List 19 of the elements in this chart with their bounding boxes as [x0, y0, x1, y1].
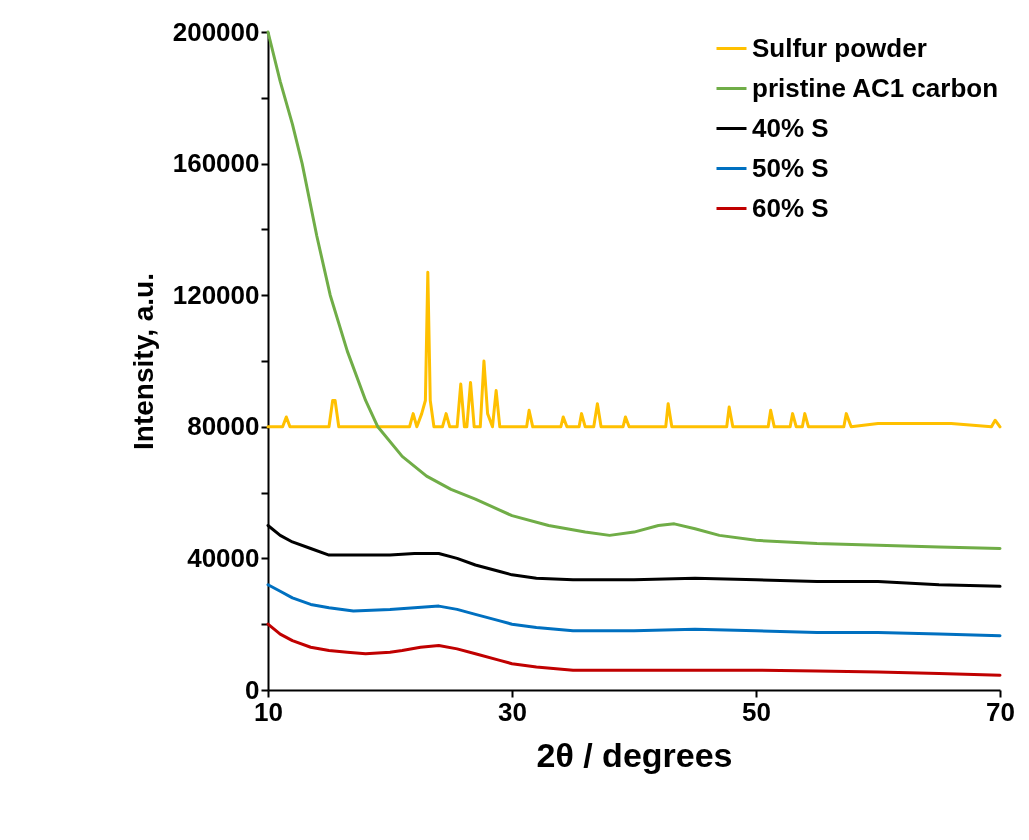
line-series: [266, 622, 1002, 677]
legend-label: pristine AC1 carbon: [752, 72, 999, 103]
y-tick-label: 120000: [172, 279, 260, 310]
legend-label: 50% S: [752, 152, 829, 183]
line-series: [266, 583, 1002, 638]
y-tick-label: 80000: [187, 411, 260, 442]
y-tick-label: 40000: [187, 542, 260, 573]
legend-label: 40% S: [752, 112, 829, 143]
y-axis-title: Intensity, a.u.: [127, 273, 159, 450]
line-series: [266, 270, 1002, 429]
x-tick-label: 70: [986, 696, 1015, 727]
legend-label: Sulfur powder: [752, 32, 927, 63]
x-axis-title: 2θ / degrees: [536, 735, 733, 774]
line-series: [266, 30, 1002, 551]
x-tick-label: 30: [498, 696, 527, 727]
y-tick-label: 200000: [172, 16, 260, 47]
x-tick-label: 50: [742, 696, 771, 727]
y-tick-label: 160000: [172, 148, 260, 179]
legend-label: 60% S: [752, 192, 829, 223]
